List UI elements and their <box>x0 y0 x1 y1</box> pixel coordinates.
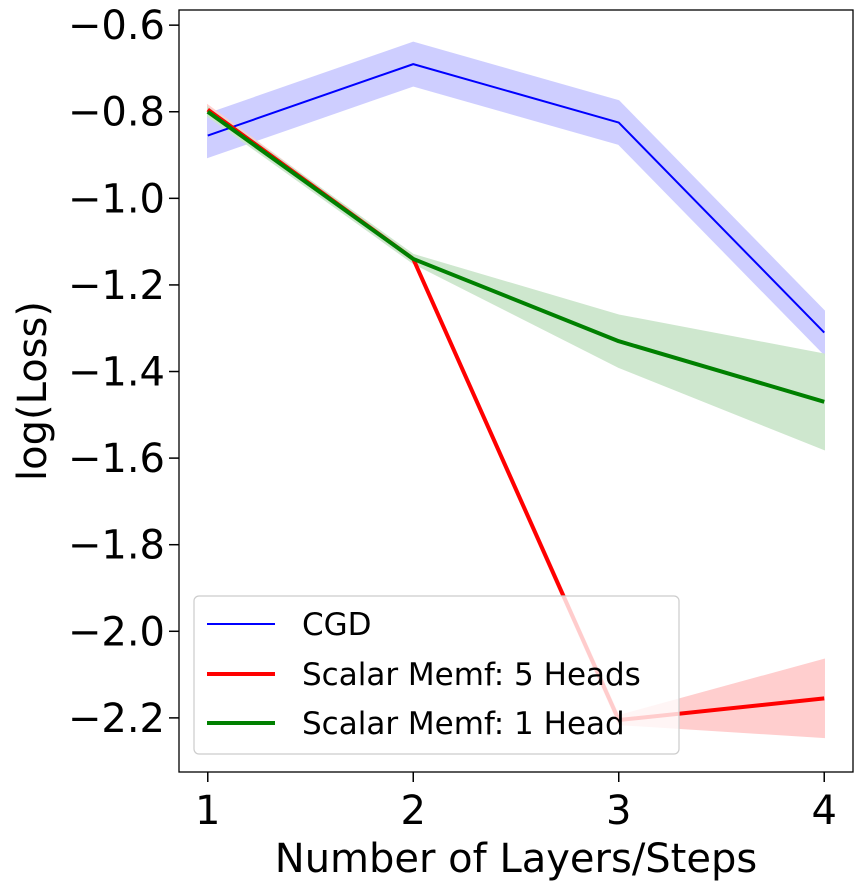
band-scalar-memf-1-head <box>207 105 825 451</box>
plot-frame <box>178 9 854 773</box>
x-tick-label: 2 <box>401 788 426 834</box>
legend-label-cgd: CGD <box>302 607 372 643</box>
legend-box <box>193 595 680 755</box>
y-tick-label: −2.0 <box>68 609 165 655</box>
y-tick-label: −1.0 <box>68 176 165 222</box>
x-tick-label: 1 <box>195 788 220 834</box>
y-tick-label: −1.4 <box>68 350 165 396</box>
y-axis: −0.6 −0.8 −1.0 −1.2 −1.4 −1.6 −1.8 −2.0 −2.2 <box>68 3 179 742</box>
y-axis-label: log(Loss) <box>10 301 56 481</box>
legend-label-scalar-memf-1-head: Scalar Memf: 1 Head <box>302 706 625 742</box>
x-tick-label: 3 <box>606 788 631 834</box>
legend: CGD Scalar Memf: 5 Heads Scalar Memf: 1 He… <box>193 595 680 755</box>
y-tick-label: −1.8 <box>68 523 165 569</box>
y-tick-label: −1.6 <box>68 436 165 482</box>
y-tick-label: −0.8 <box>68 90 165 136</box>
y-tick-label: −0.6 <box>68 3 165 49</box>
x-axis: 1 2 3 4 <box>195 772 837 834</box>
series-line-scalar-memf-1-head <box>206 110 825 404</box>
series-line-cgd <box>207 63 825 334</box>
y-tick-label: −2.2 <box>68 696 165 742</box>
y-tick-label: −1.2 <box>68 263 165 309</box>
legend-label-scalar-memf-5-heads: Scalar Memf: 5 Heads <box>302 657 641 693</box>
x-axis-label: Number of Layers/Steps <box>275 836 757 882</box>
series-lines <box>206 63 825 723</box>
x-tick-label: 4 <box>812 788 837 834</box>
